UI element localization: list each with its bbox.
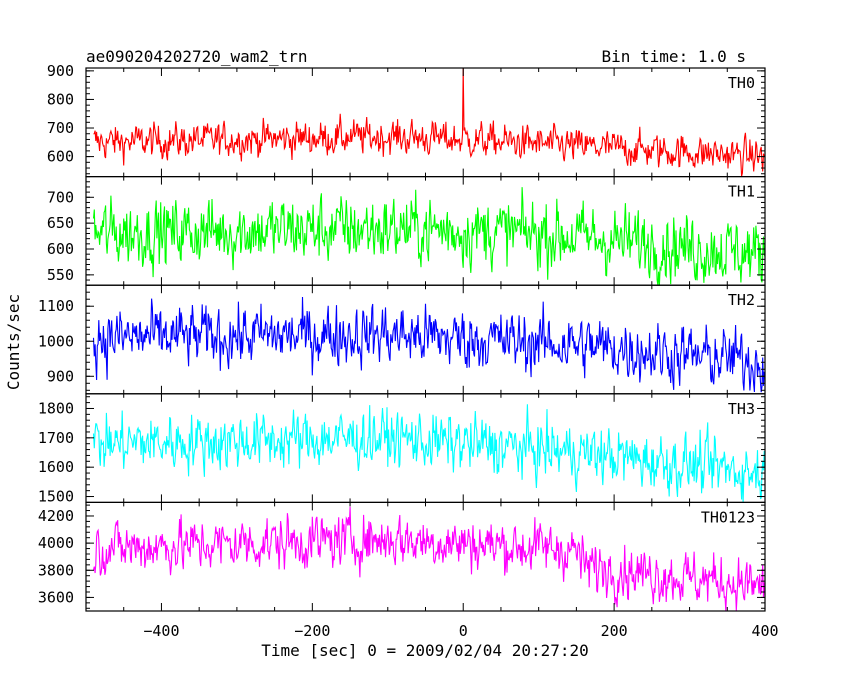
y-tick-label: 900 <box>47 367 74 385</box>
x-tick-label: −200 <box>294 622 330 640</box>
panel-label-th3: TH3 <box>728 400 755 418</box>
y-tick-label: 1800 <box>38 399 74 417</box>
x-tick-label: 0 <box>459 622 468 640</box>
panel-label-th0: TH0 <box>728 74 755 92</box>
panel-label-th2: TH2 <box>728 291 755 309</box>
y-tick-label: 900 <box>47 62 74 80</box>
y-tick-label: 650 <box>47 214 74 232</box>
y-tick-label: 600 <box>47 148 74 166</box>
series-line-th0123 <box>92 506 766 612</box>
x-tick-label: 400 <box>751 622 778 640</box>
x-tick-label: −400 <box>143 622 179 640</box>
y-tick-label: 700 <box>47 119 74 137</box>
bin-time-label: Bin time: 1.0 s <box>602 47 747 66</box>
chart-title: ae090204202720_wam2_trn <box>86 47 308 66</box>
panel-label-th1: TH1 <box>728 183 755 201</box>
series-line-th0 <box>93 67 766 177</box>
y-tick-label: 3800 <box>38 561 74 579</box>
x-axis-title: Time [sec] 0 = 2009/02/04 20:27:20 <box>261 641 589 660</box>
panels-group: TH0 600 700 800 900 TH1 550 600 650 700 TH2 900 1000… <box>38 62 779 640</box>
y-axis-title: Counts/sec <box>4 294 23 390</box>
y-tick-label: 600 <box>47 240 74 258</box>
y-tick-label: 1500 <box>38 488 74 506</box>
y-tick-label: 1600 <box>38 458 74 476</box>
panel-label-th0123: TH0123 <box>701 508 755 526</box>
y-tick-label: 1700 <box>38 429 74 447</box>
series-line-th3 <box>92 404 766 503</box>
series-line-th2 <box>92 296 766 393</box>
y-tick-label: 4000 <box>38 534 74 552</box>
series-line-th1 <box>92 187 766 286</box>
y-tick-label: 700 <box>47 188 74 206</box>
x-tick-label: 200 <box>601 622 628 640</box>
panel-frame-th1 <box>85 176 766 286</box>
y-tick-label: 1100 <box>38 297 74 315</box>
y-tick-label: 800 <box>47 90 74 108</box>
y-tick-label: 550 <box>47 266 74 284</box>
y-tick-label: 4200 <box>38 507 74 525</box>
panel-frame-th0 <box>85 67 766 178</box>
y-tick-label: 3600 <box>38 588 74 606</box>
y-tick-label: 1000 <box>38 332 74 350</box>
